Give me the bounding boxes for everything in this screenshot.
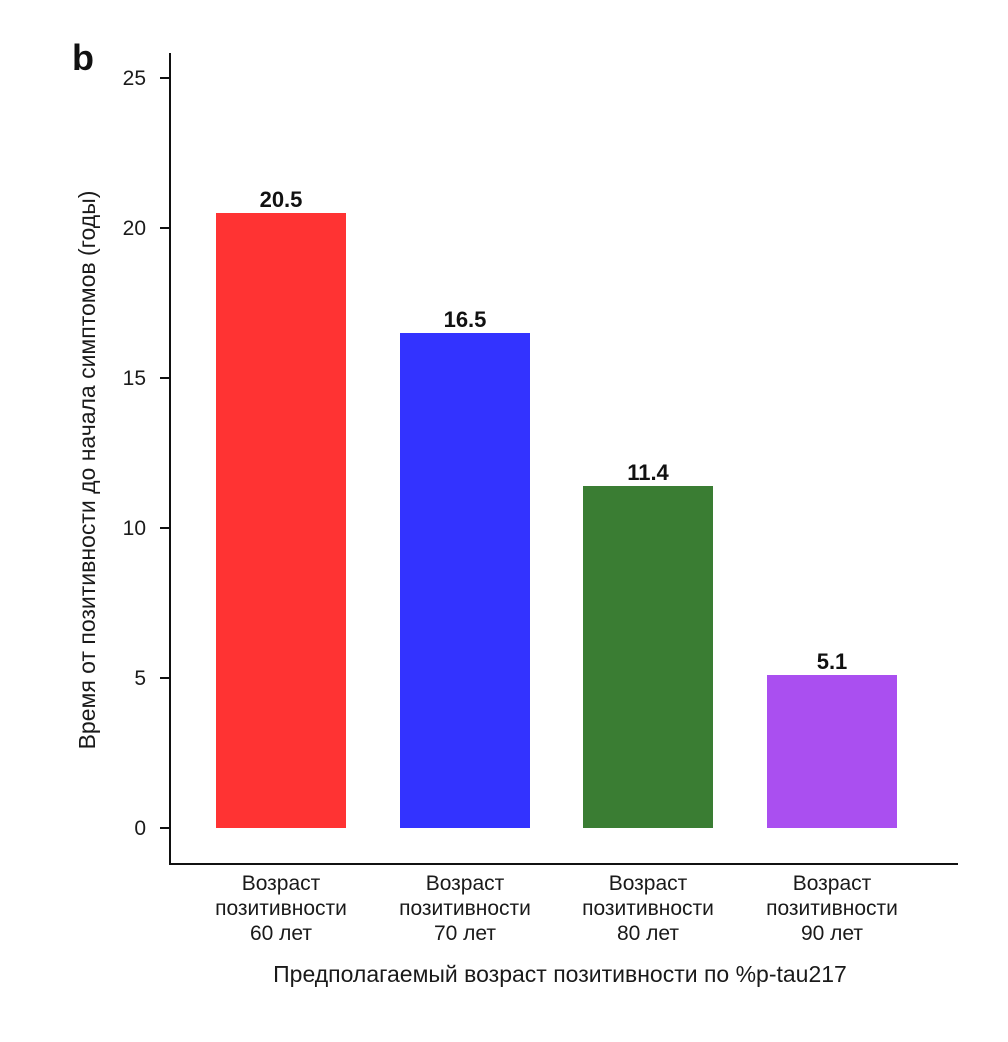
x-category-label: 90 лет <box>801 922 863 945</box>
y-tick-label: 0 <box>134 817 146 840</box>
x-category-label: позитивности <box>399 897 531 920</box>
bars <box>216 213 897 828</box>
x-category-label: Возраст <box>609 872 688 895</box>
y-tick-label: 20 <box>123 217 146 240</box>
bar-data-label: 11.4 <box>627 460 669 485</box>
x-axis-title: Предполагаемый возраст позитивности по %… <box>273 961 847 987</box>
x-category-label: 60 лет <box>250 922 312 945</box>
x-category-label: позитивности <box>582 897 714 920</box>
bar-data-label: 5.1 <box>817 649 848 674</box>
x-category-label: позитивности <box>215 897 347 920</box>
x-category-label: Возраст <box>793 872 872 895</box>
bar <box>216 213 346 828</box>
y-axis-ticks: 0 5 10 15 20 25 <box>123 67 170 840</box>
x-category-label: 80 лет <box>617 922 679 945</box>
x-category-label: Возраст <box>426 872 505 895</box>
panel-letter: b <box>72 37 94 78</box>
x-category-label: 70 лет <box>434 922 496 945</box>
bar-data-label: 20.5 <box>260 187 303 212</box>
y-tick-label: 15 <box>123 367 146 390</box>
bar-data-labels: 20.5 16.5 11.4 5.1 <box>260 187 848 674</box>
bar-data-label: 16.5 <box>444 307 487 332</box>
y-tick-label: 5 <box>134 667 146 690</box>
y-tick-label: 25 <box>123 67 146 90</box>
bar <box>583 486 713 828</box>
y-axis-title: Время от позитивности до начала симптомо… <box>74 191 100 750</box>
bar <box>767 675 897 828</box>
x-category-label: позитивности <box>766 897 898 920</box>
x-category-label: Возраст <box>242 872 321 895</box>
bar <box>400 333 530 828</box>
y-tick-label: 10 <box>123 517 146 540</box>
